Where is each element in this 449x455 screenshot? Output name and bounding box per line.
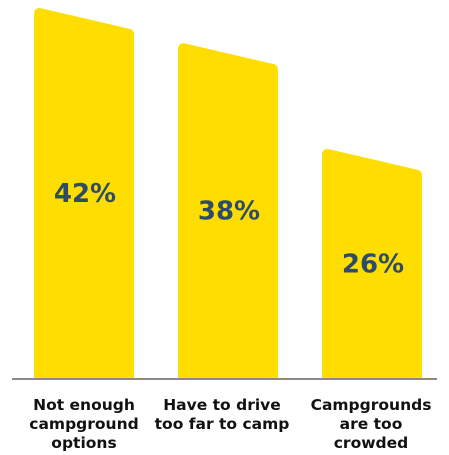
category-label-line: crowded bbox=[334, 434, 409, 452]
category-label-line: Campgrounds bbox=[311, 396, 432, 414]
bar-value-label-1: 42% bbox=[54, 179, 116, 209]
bar-value-label-3: 26% bbox=[342, 249, 404, 279]
category-label-line: Have to drive bbox=[163, 396, 281, 414]
bar-1 bbox=[34, 8, 134, 378]
category-label-line: too far to camp bbox=[155, 415, 290, 433]
category-label-line: Not enough bbox=[33, 396, 135, 414]
category-label-line: campground bbox=[29, 415, 138, 433]
bar-2 bbox=[178, 43, 278, 378]
bar-value-label-2: 38% bbox=[198, 197, 260, 227]
category-label-3: Campgrounds are too crowded bbox=[311, 396, 432, 452]
category-label-1: Not enough campground options bbox=[29, 396, 138, 452]
category-label-2: Have to drive too far to camp bbox=[155, 396, 290, 433]
category-label-line: are too bbox=[340, 415, 403, 433]
bar-3 bbox=[322, 148, 422, 378]
category-label-line: options bbox=[51, 434, 116, 452]
